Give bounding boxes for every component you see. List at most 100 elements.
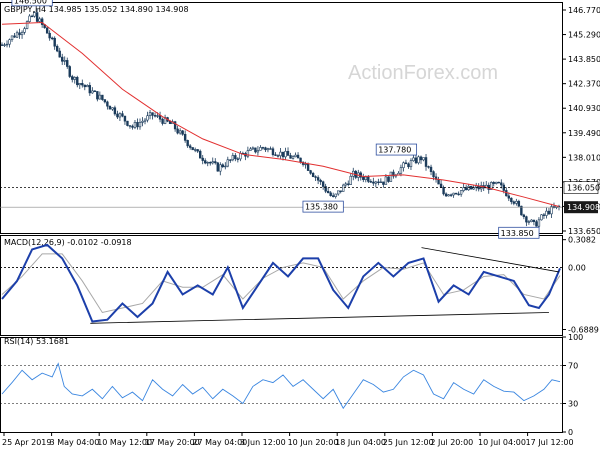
candle-body <box>527 221 531 223</box>
x-axis-label: 10 Jul 04:00 <box>478 438 526 447</box>
candle-body <box>449 194 453 196</box>
candle-body <box>111 107 114 110</box>
candle-body <box>204 160 207 164</box>
price-annotation-box <box>11 0 53 7</box>
candle-body <box>219 164 222 172</box>
moving-average-line <box>1 22 560 207</box>
candle-body <box>412 157 415 162</box>
candle-body <box>191 147 194 151</box>
candle-body <box>234 155 237 160</box>
candle-body <box>86 85 89 88</box>
x-axis-label: 3 Jun 12:00 <box>240 438 286 447</box>
candle-body <box>276 155 280 157</box>
candle-body <box>53 37 56 47</box>
candle-body <box>226 159 230 167</box>
pane-frame-macd <box>0 235 563 336</box>
price-axis-label: 140.930 <box>568 104 600 113</box>
level-box <box>563 181 599 194</box>
macd-legend: MACD(12,26,9) -0.0102 -0.0918 <box>4 238 132 247</box>
candle-body <box>186 140 189 147</box>
candle-body <box>424 157 428 167</box>
candle-body <box>422 157 425 161</box>
candle-body <box>45 27 49 34</box>
candle-body <box>133 121 137 128</box>
candle-body <box>103 99 107 103</box>
candle-body <box>515 200 518 204</box>
candle-body <box>522 214 526 217</box>
macd-upper-trendline <box>421 247 560 273</box>
candle-body <box>404 162 408 165</box>
candle-body <box>447 194 450 197</box>
candle-body <box>20 31 24 36</box>
candle-body <box>344 183 347 186</box>
candle-body <box>108 105 112 110</box>
x-axis-label: 25 Jun 12:00 <box>383 438 434 447</box>
candle-body <box>414 157 418 164</box>
candle-body <box>83 84 86 88</box>
candle-body <box>58 50 61 58</box>
candle-body <box>256 150 260 153</box>
candle-body <box>55 45 59 52</box>
candle-body <box>214 161 217 164</box>
candle-body <box>271 148 275 156</box>
candle-body <box>136 121 139 128</box>
candle-body <box>364 176 368 180</box>
x-axis-label: 10 Jun 20:00 <box>288 438 339 447</box>
candle-body <box>106 101 109 107</box>
pane-frame-price <box>0 2 563 234</box>
price-annotation-label: 135.380 <box>305 203 338 212</box>
macd-line <box>1 243 561 323</box>
price-annotation-box <box>375 143 418 156</box>
candle-body <box>525 216 528 223</box>
candle-body <box>464 187 468 191</box>
candle-body <box>532 219 536 222</box>
candle-body <box>535 221 538 227</box>
watermark: ActionForex.com <box>348 62 498 84</box>
candle-body <box>374 181 378 184</box>
candle-body <box>369 181 373 183</box>
price-annotation-label: 133.850 <box>501 229 534 238</box>
candle-body <box>236 158 240 160</box>
candle-body <box>181 130 184 135</box>
candle-body <box>93 90 97 92</box>
price-annotation-box <box>302 200 344 213</box>
candle-body <box>151 112 154 116</box>
dotted-level-label: 136.050 <box>567 184 600 193</box>
current-price-box <box>564 201 598 214</box>
candle-body <box>25 21 29 29</box>
rsi-line <box>1 362 561 410</box>
candle-body <box>261 147 265 149</box>
candle-body <box>81 83 84 86</box>
candle-body <box>437 179 440 185</box>
candle-body <box>359 172 362 178</box>
candle-body <box>101 94 104 100</box>
candle-body <box>382 181 385 185</box>
candle-body <box>118 113 122 118</box>
candle-body <box>63 60 66 62</box>
candle-body <box>239 152 242 160</box>
candle-body <box>35 12 39 22</box>
candle-body <box>161 118 164 124</box>
candle-body <box>113 107 117 115</box>
candle-body <box>387 176 390 182</box>
candle-body <box>495 181 498 184</box>
x-axis-label: 2 Jul 20:00 <box>430 438 473 447</box>
candle-body <box>550 206 553 215</box>
candle-body <box>294 154 297 158</box>
candle-body <box>326 190 330 194</box>
candle-body <box>304 163 307 166</box>
candle-body <box>5 43 9 46</box>
candle-body <box>209 162 212 164</box>
candle-body <box>281 151 285 158</box>
candle-body <box>126 120 129 126</box>
candle-body <box>362 176 365 180</box>
candle-body <box>530 219 533 222</box>
x-axis-label: 27 May 04:00 <box>192 438 247 447</box>
candle-body <box>246 150 250 157</box>
candle-body <box>264 147 267 151</box>
price-axis-label: 145.290 <box>568 31 600 40</box>
price-axis-label: 139.490 <box>568 129 600 138</box>
pane-frame-rsi <box>0 337 563 433</box>
